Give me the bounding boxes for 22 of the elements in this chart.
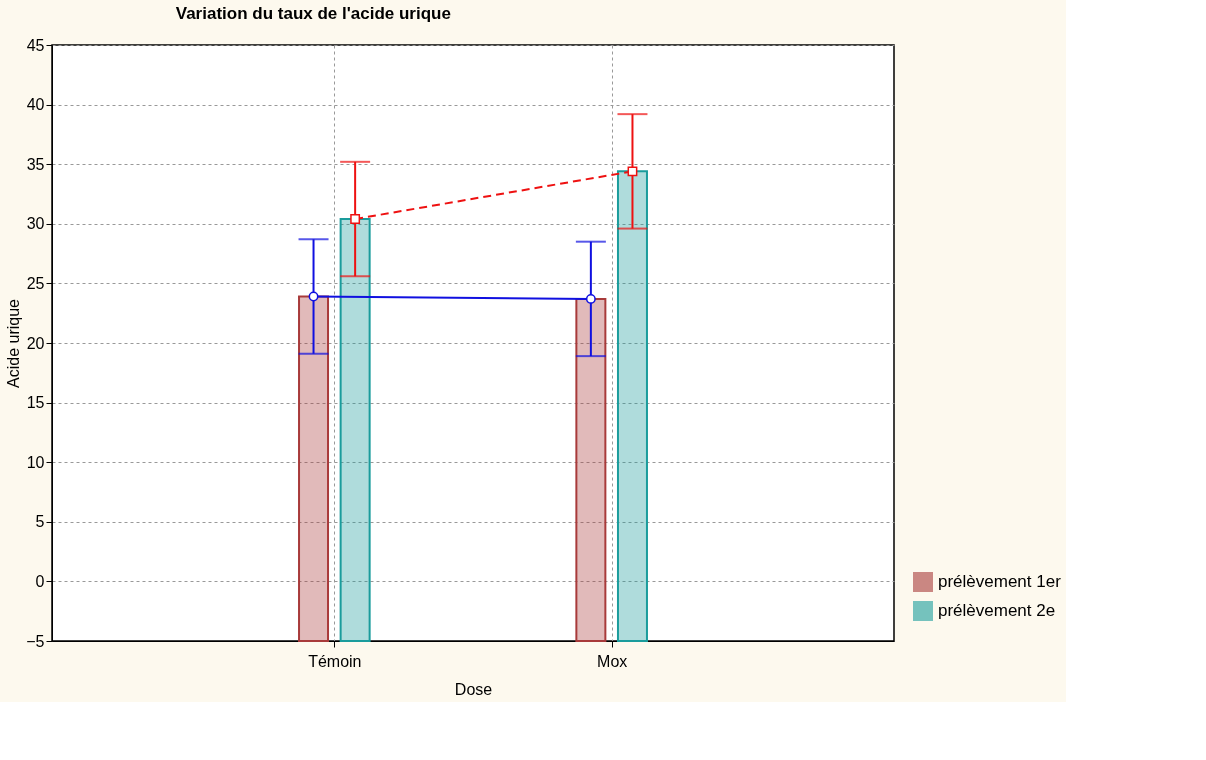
y-tick-label: 5 xyxy=(35,513,45,531)
bar xyxy=(339,218,371,642)
x-tick-label: Témoin xyxy=(308,652,362,670)
y-tick-label: 15 xyxy=(26,394,45,412)
bar xyxy=(298,295,330,642)
y-tick-label: 10 xyxy=(26,453,45,471)
x-axis-title: Dose xyxy=(454,680,493,698)
y-tick-label: 45 xyxy=(26,36,45,54)
bar xyxy=(616,170,648,642)
y-tick-label: 40 xyxy=(26,96,45,114)
legend-label: prélèvement 2e xyxy=(938,601,1056,620)
y-tick-label: 20 xyxy=(26,334,45,352)
y-axis-title: Acide urique xyxy=(5,298,23,388)
legend-label: prélèvement 1er xyxy=(938,572,1062,591)
bar xyxy=(575,297,607,642)
y-tick-label: 0 xyxy=(35,572,45,590)
y-tick-label: 25 xyxy=(26,274,45,292)
chart-title: Variation du taux de l'acide urique xyxy=(175,4,451,23)
x-tick-label: Mox xyxy=(597,652,628,670)
y-tick-label: −5 xyxy=(26,632,45,650)
y-tick-label: 30 xyxy=(26,215,45,233)
y-tick-label: 35 xyxy=(26,155,45,173)
